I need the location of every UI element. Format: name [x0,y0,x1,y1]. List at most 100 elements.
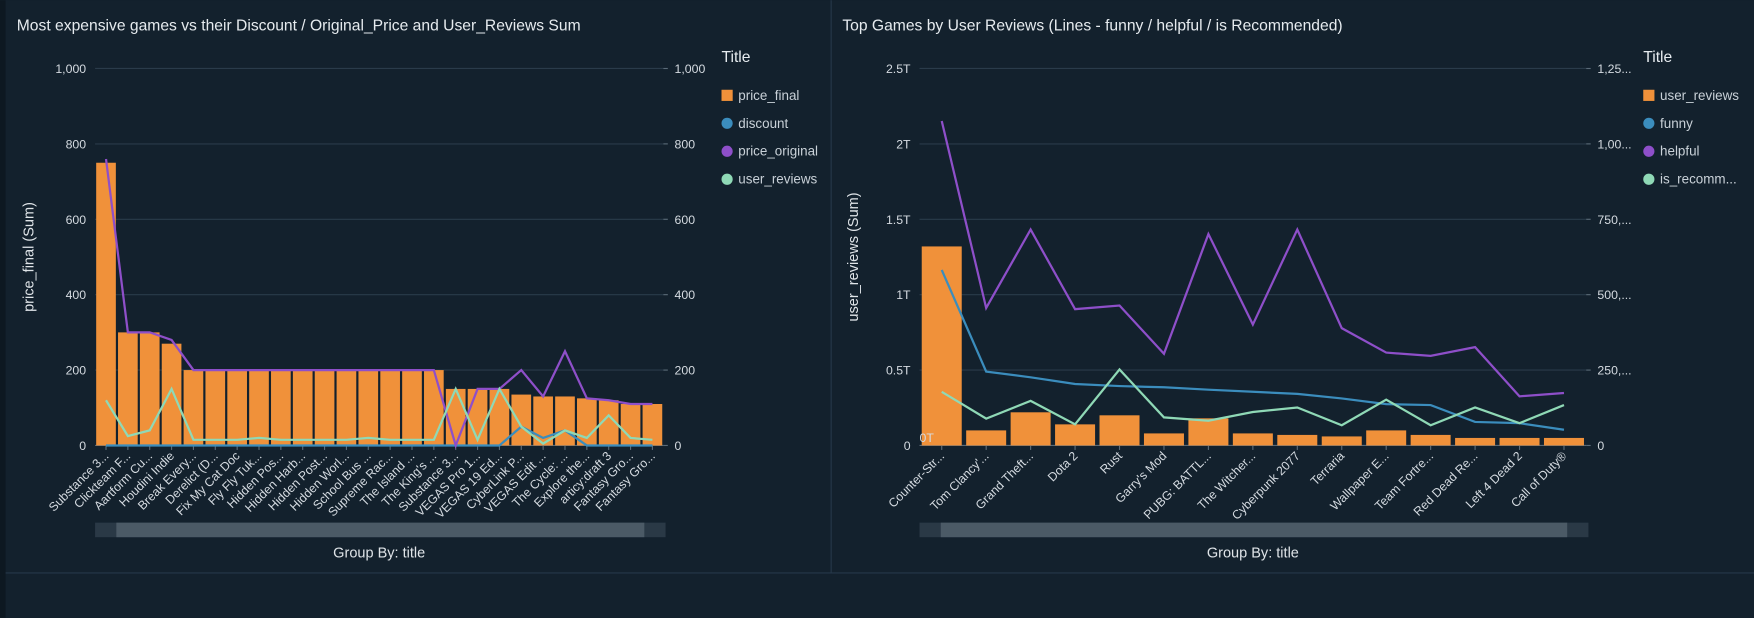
y-tick-label: 2.5T [886,62,911,76]
x-axis-label: Group By: title [1207,545,1299,561]
bar [249,370,269,446]
legend-swatch [1643,173,1655,185]
chart-title: Most expensive games vs their Discount /… [17,17,581,34]
legend-label: helpful [1660,144,1700,159]
legend-label: discount [738,116,788,131]
y-tick-label: 0.5T [886,364,911,378]
bar [489,388,510,446]
bar [358,370,379,446]
bar [445,388,466,446]
line [941,367,1565,427]
bar [161,343,182,446]
bar [424,370,444,446]
y-tick-label: 0 [904,439,911,453]
bar [966,430,1007,446]
y2-tick-label: 1,25... [1597,62,1631,76]
legend-label: price_original [738,144,818,159]
y-tick-label: 2T [896,137,911,151]
line [940,120,1565,398]
y2-tick-label: 1,000 [675,62,706,76]
bar [271,370,291,446]
legend-swatch [721,173,733,185]
bar [555,396,575,446]
bar [205,370,226,446]
y-tick-label: 800 [66,137,87,151]
legend-swatch [1643,89,1655,101]
scrollbar[interactable] [95,522,666,538]
bar [1232,433,1273,446]
bar [1277,434,1318,446]
line [105,386,653,445]
y-tick-label: 1T [896,288,911,302]
y-tick-label: 600 [66,213,87,227]
bar [1410,434,1451,446]
bar [183,370,204,446]
bar [1055,424,1096,446]
legend-swatch [1643,117,1655,129]
bar [620,404,641,446]
chart-title: Top Games by User Reviews (Lines - funny… [842,17,1342,34]
bar [292,370,313,446]
legend-label: user_reviews [1660,88,1739,103]
legend-swatch [721,145,733,157]
y2-tick-label: 600 [675,213,696,227]
bar [1010,412,1051,446]
legend-swatch [721,117,733,129]
bar [598,400,619,446]
bar [1543,437,1584,446]
y-tick-label: 1.5T [886,213,911,227]
bar [402,370,422,446]
scroll-thumb[interactable] [116,522,645,538]
scroll-thumb[interactable] [940,522,1568,538]
bar [1499,437,1540,446]
legend-swatch [721,89,733,101]
y2-tick-label: 200 [675,364,696,378]
bar [314,370,335,446]
x-axis-label: Group By: title [333,545,425,561]
line [104,158,653,449]
y2-tick-label: 1,00... [1597,137,1631,151]
legend-title: Title [1643,49,1672,66]
y-tick-label: 200 [66,364,87,378]
bar [511,394,532,446]
bar [336,370,357,446]
bar [1366,430,1407,446]
bar [380,370,400,446]
line [940,269,1565,431]
legend-swatch [1643,145,1655,157]
y2-tick-label: 400 [675,288,696,302]
y-tick-label: 400 [66,288,87,302]
y-tick-label: 1,000 [55,62,86,76]
y2-tick-label: 250,... [1597,364,1631,378]
bar [1099,415,1140,446]
y2-tick-label: 800 [675,137,696,151]
bar [96,162,116,446]
bar [1143,433,1184,446]
y-axis-label: user_reviews (Sum) [846,192,862,321]
bar [118,332,138,446]
bar [1455,437,1496,446]
bar [642,404,663,446]
legend-label: user_reviews [738,172,817,187]
bar [921,246,962,446]
y2-tick-label: 0 [1597,439,1604,453]
side-strip [0,0,6,618]
legend-label: is_recomm... [1660,172,1737,187]
y2-tick-label: 500,... [1597,288,1631,302]
legend-label: price_final [738,88,799,103]
y-axis-label: price_final (Sum) [22,202,38,312]
bar [533,396,553,446]
y2-tick-label: 750,... [1597,213,1631,227]
y2-tick-label: 0 [675,439,682,453]
legend-title: Title [722,49,751,66]
bar [1321,436,1362,446]
bar [227,370,247,446]
legend-label: funny [1660,116,1693,131]
bar [1188,418,1229,446]
annotation: 0T [920,431,935,445]
bar [139,332,160,446]
scrollbar[interactable] [919,522,1589,538]
y-tick-label: 0 [79,439,86,453]
